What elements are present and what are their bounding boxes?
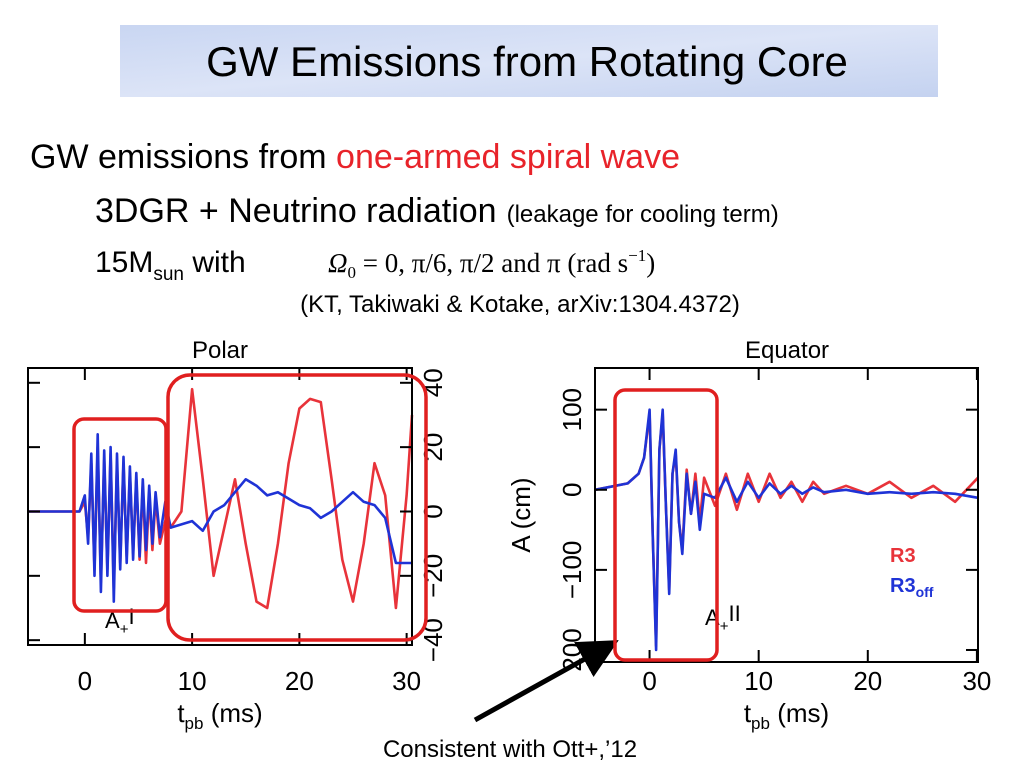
plot-frame [27,367,413,646]
x-axis-label-part: t [744,698,752,728]
x-axis-label-part: (ms) [770,698,829,728]
x-axis-label: tpb (ms) [744,698,829,733]
legend-entry: R3off [890,575,934,600]
highlight-box [613,388,719,662]
y-tick-label: −20 [418,554,448,598]
annotation-part: + [720,618,729,635]
y-tick-label: 0 [418,504,448,518]
annotation-part: A [105,608,120,633]
annotation: A+II [705,601,741,635]
y-tick-label: 20 [418,433,448,462]
x-tick-label: 20 [285,666,314,696]
x-axis-label-part: t [177,698,185,728]
slide-title: GW Emissions from Rotating Core [206,38,848,85]
note: Consistent with Ott+,’12 [383,736,637,763]
annotation-part: + [120,621,129,638]
y-tick-label: 0 [557,483,587,497]
chart-title: Polar [192,337,248,364]
chart-title: Equator [745,337,829,364]
annotation: A+I [105,604,135,638]
annotation-part: I [128,604,134,629]
highlight-box [166,373,428,642]
x-tick-label: 30 [392,666,421,696]
bullet: GW emissions from one-armed spiral wave [30,138,680,176]
data-line [28,432,412,603]
x-tick-label: 20 [853,666,882,696]
legend-sub: off [916,584,934,600]
y-tick-label: 200 [557,628,587,671]
y-axis-label: A (cm) [506,477,536,552]
x-tick-label: 10 [744,666,773,696]
legend-name: R3 [890,545,916,567]
y-tick-label: −100 [557,541,587,600]
data-line [594,408,979,652]
legend-name: R3 [890,575,916,597]
x-tick-label: 0 [78,666,92,696]
annotation-part: II [728,601,740,626]
y-tick-label: −40 [418,618,448,662]
x-tick-label: 0 [642,666,656,696]
x-axis-label-part: pb [185,714,204,733]
highlight-box [72,417,168,613]
x-tick-label: 30 [962,666,991,696]
x-axis-label: tpb (ms) [177,698,262,733]
formula: Ω0 = 0, π/6, π/2 and π (rad s−1) [328,246,655,282]
arrow [473,640,619,723]
y-tick-label: 100 [557,388,587,431]
citation: (KT, Takiwaki & Kotake, arXiv:1304.4372) [300,291,740,318]
legend-entry: R3 [890,545,916,567]
plot-frame [594,367,979,663]
sub-bullet: 15Msun with [95,246,246,285]
sub-bullet: 3DGR + Neutrino radiation (leakage for co… [95,192,779,230]
x-axis-label-part: (ms) [203,698,262,728]
title-banner [120,25,938,97]
x-tick-label: 10 [178,666,207,696]
x-axis-label-part: pb [751,714,770,733]
